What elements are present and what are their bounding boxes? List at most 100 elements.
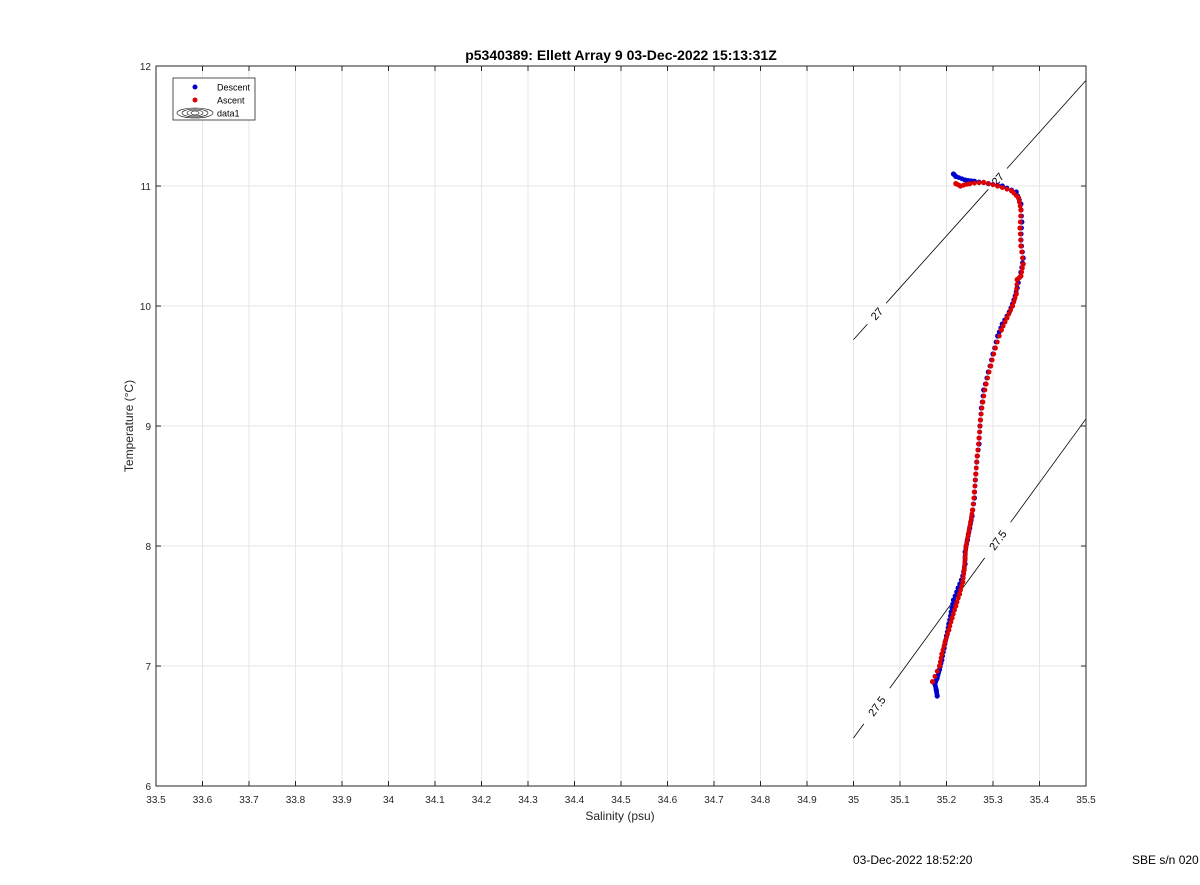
isopycnal-line — [885, 189, 989, 304]
data-point — [999, 185, 1005, 191]
data-point — [937, 659, 943, 665]
data-point — [950, 611, 956, 617]
data-point — [973, 465, 979, 471]
x-tick-label: 34.5 — [611, 795, 631, 806]
data-point — [996, 333, 1002, 339]
y-tick-label: 8 — [145, 542, 151, 553]
data-point — [974, 459, 980, 465]
data-point — [974, 453, 980, 459]
data-point — [1011, 190, 1017, 196]
legend-label: Ascent — [217, 96, 245, 106]
x-tick-label: 33.6 — [193, 795, 213, 806]
data-point — [948, 619, 954, 625]
data-point — [985, 375, 990, 381]
data-point — [972, 477, 978, 483]
data-point — [976, 441, 981, 447]
data-point — [972, 483, 978, 489]
y-tick-label: 7 — [145, 662, 151, 673]
data-point — [968, 519, 974, 525]
data-point — [967, 523, 973, 529]
data-point — [960, 575, 966, 581]
data-point — [978, 411, 984, 417]
x-tick-label: 35.1 — [890, 795, 910, 806]
y-tick-label: 9 — [145, 422, 151, 433]
data-point — [963, 543, 969, 549]
data-point — [961, 182, 966, 188]
x-tick-label: 34.6 — [658, 795, 678, 806]
data-point — [955, 595, 961, 601]
data-point — [1013, 291, 1019, 297]
data-point — [1017, 231, 1023, 237]
data-point — [1014, 282, 1020, 287]
data-point — [970, 501, 976, 507]
data-point — [951, 172, 957, 178]
data-point — [986, 369, 992, 375]
data-point — [965, 535, 970, 541]
x-tick-label: 35.5 — [1076, 795, 1096, 806]
data-point — [946, 627, 952, 633]
data-point — [1018, 237, 1023, 243]
y-tick-label: 12 — [140, 62, 152, 73]
data-point — [976, 180, 982, 186]
isopycnal-line — [889, 557, 986, 689]
data-point — [956, 591, 963, 597]
data-point — [966, 527, 972, 533]
legend-marker-ascent — [192, 97, 198, 103]
data-point — [1018, 207, 1024, 213]
x-axis-label: Salinity (psu) — [585, 809, 654, 823]
data-point — [1020, 265, 1025, 271]
isopycnal-line — [1006, 80, 1087, 169]
y-tick-label: 6 — [145, 782, 151, 793]
data-point — [1018, 213, 1023, 219]
data-point — [1019, 249, 1025, 255]
data-point — [1009, 303, 1016, 309]
data-point — [952, 607, 957, 613]
data-point — [981, 179, 987, 185]
data-point — [1019, 269, 1025, 275]
grid — [155, 65, 1087, 787]
data-point — [982, 387, 988, 393]
data-point — [962, 559, 968, 565]
isopycnal-line — [853, 723, 865, 739]
isopycnal-label: 27 — [869, 306, 886, 323]
x-tick-label: 33.5 — [146, 795, 166, 806]
data-point — [971, 495, 977, 501]
legend-contour-icon — [190, 110, 200, 116]
data-point — [1017, 219, 1023, 225]
data-point — [929, 679, 936, 685]
data-point — [977, 417, 984, 423]
legend-label: Descent — [217, 83, 251, 93]
data-point — [973, 471, 979, 477]
y-tick-label: 10 — [140, 302, 152, 313]
data-point — [940, 647, 946, 653]
data-point — [983, 381, 989, 387]
x-tick-label: 34.9 — [797, 795, 817, 806]
data-point — [976, 435, 982, 441]
legend-label: data1 — [217, 109, 240, 119]
data-point — [990, 182, 996, 188]
data-point — [968, 515, 974, 521]
data-point — [964, 539, 970, 545]
data-point — [977, 429, 982, 435]
x-tick-label: 35.3 — [983, 795, 1003, 806]
data-point — [988, 363, 994, 369]
data-point — [961, 571, 967, 577]
data-point — [947, 623, 953, 629]
data-point — [962, 563, 967, 569]
legend-contour-icon — [176, 107, 214, 119]
data-point — [977, 423, 983, 429]
data-point — [934, 689, 939, 695]
data-point — [969, 511, 975, 517]
x-tick-label: 33.8 — [286, 795, 306, 806]
data-points — [929, 171, 1026, 699]
data-point — [959, 583, 965, 589]
data-point — [1004, 186, 1010, 192]
data-point — [1016, 199, 1022, 205]
data-point — [963, 547, 969, 553]
data-point — [939, 651, 945, 657]
isopycnal-label: 27.5 — [987, 528, 1009, 552]
data-point — [953, 603, 959, 609]
data-point — [1008, 307, 1014, 313]
isopycnal-line — [853, 323, 868, 340]
data-point — [1006, 311, 1012, 317]
